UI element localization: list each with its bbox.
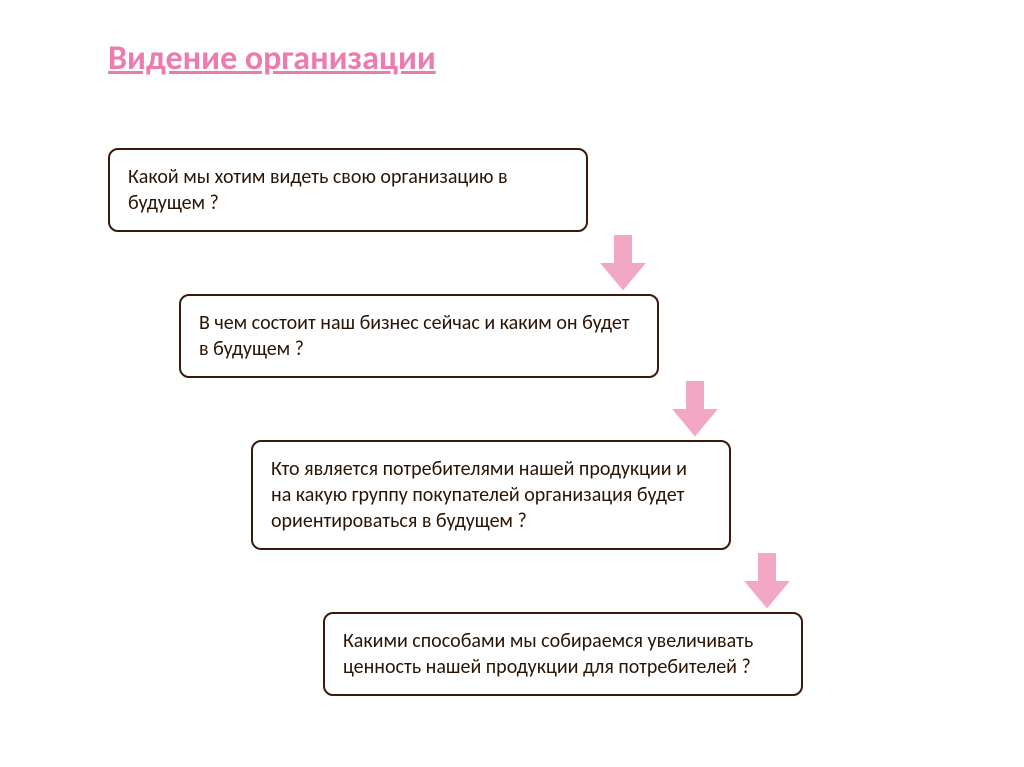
flow-box-1: Какой мы хотим видеть свою организацию в… — [108, 148, 588, 232]
page-title: Видение организации — [108, 38, 436, 79]
down-arrow-icon — [668, 378, 722, 440]
down-arrow-icon — [740, 550, 794, 612]
flow-box-4: Какими способами мы собираемся увеличива… — [323, 612, 803, 696]
down-arrow-icon — [596, 232, 650, 294]
flow-box-2: В чем состоит наш бизнес сейчас и каким … — [179, 294, 659, 378]
flow-box-3: Кто является потребителями нашей продукц… — [251, 440, 731, 550]
